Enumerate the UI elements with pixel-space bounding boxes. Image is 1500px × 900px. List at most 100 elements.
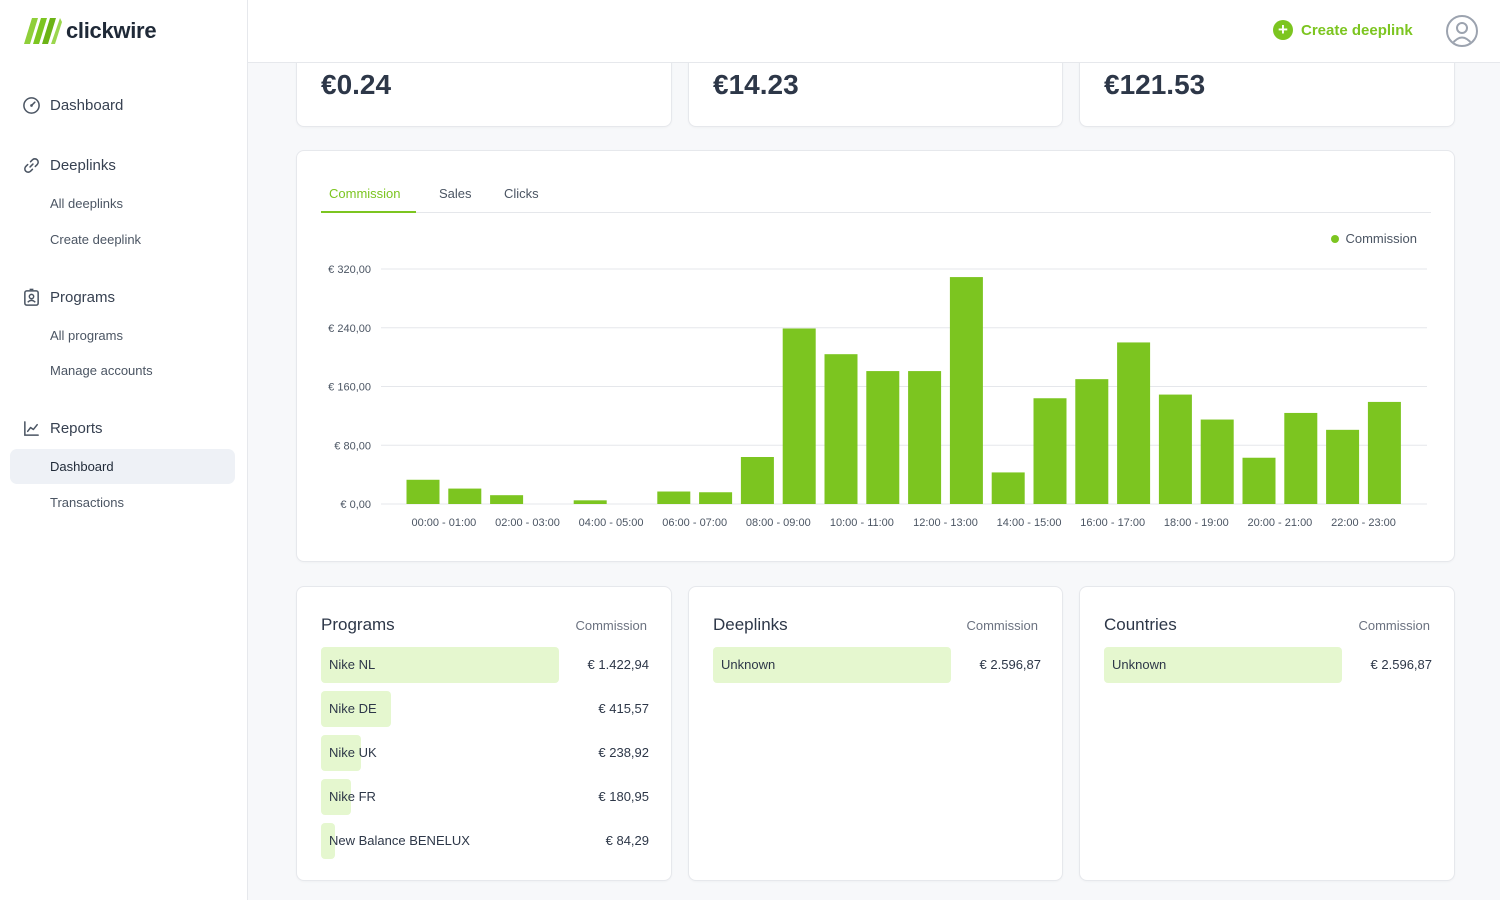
sidebar-item-dashboard[interactable]: Dashboard [22,96,123,115]
list-item[interactable]: Nike FR € 180,95 [321,779,649,815]
commission-bar-chart: € 0,00 € 80,00 € 160,00 € 240,00 € 320,00 00:… [328,264,1427,529]
bar-10:00 - 11:00[interactable] [824,354,858,504]
list-item-value: € 238,92 [598,745,649,760]
bar-08:00 - 09:00[interactable] [740,457,774,504]
bar-06:00 - 07:00[interactable] [657,491,691,504]
bar-20:00 - 21:00[interactable] [1242,457,1276,504]
list-item-name: New Balance BENELUX [329,833,470,848]
bar-11:00 - 12:00[interactable] [866,371,900,504]
sidebar-item-deeplinks[interactable]: Deeplinks [22,156,116,175]
bar-19:00 - 20:00[interactable] [1200,419,1234,504]
sidebar-item-all-programs[interactable]: All programs [50,328,123,343]
sidebar-active-highlight [10,449,235,484]
sidebar-item-reports-dashboard[interactable]: Dashboard [50,459,114,474]
bar-12:00 - 13:00[interactable] [908,371,942,504]
list-title: Programs [321,615,395,634]
chart-tabs: Commission Sales Clicks [321,181,1431,213]
stat-value: €14.23 [713,69,799,100]
x-tick-label: 16:00 - 17:00 [1080,517,1145,529]
x-tick-label: 18:00 - 19:00 [1164,517,1229,529]
list-item[interactable]: Nike NL € 1.422,94 [321,647,649,683]
x-tick-label: 12:00 - 13:00 [913,517,978,529]
gauge-icon [23,97,40,114]
list-column-header: Commission [1358,618,1430,633]
user-avatar-icon [1451,22,1473,45]
x-tick-label: 02:00 - 03:00 [495,517,560,529]
tab-clicks[interactable]: Clicks [504,186,539,201]
sidebar-item-transactions[interactable]: Transactions [50,495,124,510]
sidebar-item-label: Deeplinks [50,157,116,174]
bar-01:00 - 02:00[interactable] [448,488,482,504]
list-item-name: Nike FR [329,789,376,804]
stat-value: €0.24 [321,69,392,100]
bar-21:00 - 22:00[interactable] [1284,412,1318,504]
y-tick-label: € 240,00 [328,323,371,335]
bar-13:00 - 14:00[interactable] [949,277,983,504]
x-tick-label: 04:00 - 05:00 [579,517,644,529]
bar-23:00 - 24:00[interactable] [1367,401,1401,504]
bar-00:00 - 01:00[interactable] [406,479,440,504]
bar-17:00 - 18:00[interactable] [1117,342,1151,504]
x-tick-label: 10:00 - 11:00 [830,517,894,529]
y-tick-label: € 0,00 [340,499,371,511]
x-tick-label: 08:00 - 09:00 [746,517,811,529]
create-deeplink-button[interactable]: + Create deeplink [1273,20,1415,40]
bar-18:00 - 19:00[interactable] [1158,394,1192,504]
list-item-name: Unknown [721,657,776,672]
list-item[interactable]: Nike DE € 415,57 [321,691,649,727]
list-item-name: Nike DE [329,701,377,716]
list-item-value: € 415,57 [598,701,649,716]
bar-07:00 - 08:00[interactable] [699,492,733,504]
y-tick-label: € 80,00 [334,440,371,452]
list-title: Countries [1104,615,1177,634]
sidebar-item-label: Reports [50,420,103,437]
deeplinks-card: Deeplinks Commission Unknown € 2.596,87 [688,586,1063,881]
bar-15:00 - 16:00[interactable] [1033,398,1067,504]
programs-card: Programs Commission Nike NL € 1.422,94 Nik… [296,586,672,881]
list-item[interactable]: New Balance BENELUX € 84,29 [321,823,649,859]
legend-dot [1331,234,1340,243]
y-tick-label: € 160,00 [328,382,371,394]
sidebar-item-create-deeplink[interactable]: Create deeplink [50,232,142,247]
app-name: clickwire [66,18,157,43]
tab-commission[interactable]: Commission [321,186,416,213]
y-tick-label: € 320,00 [328,264,371,276]
avatar[interactable] [1446,15,1478,47]
list-item[interactable]: Unknown € 2.596,87 [1104,647,1432,683]
badge-icon [24,288,39,306]
chart-card: Commission Sales Clicks Commission € 0,0… [296,150,1455,562]
sidebar-item-label: Dashboard [50,97,124,114]
commission-share-bar [321,647,559,683]
stat-value: €121.53 [1104,69,1206,100]
bar-22:00 - 23:00[interactable] [1326,429,1360,504]
commission-share-bar [321,691,391,727]
sidebar-item-programs[interactable]: Programs [22,288,115,307]
logo[interactable]: clickwire [22,15,157,47]
list-item-name: Nike NL [329,657,376,672]
plus-circle-icon: + [1273,20,1293,40]
bar-16:00 - 17:00[interactable] [1075,379,1109,504]
list-item[interactable]: Unknown € 2.596,87 [713,647,1041,683]
list-item-name: Nike UK [329,745,377,760]
sidebar-item-manage-accounts[interactable]: Manage accounts [50,363,153,378]
x-tick-label: 00:00 - 01:00 [411,517,476,529]
bar-02:00 - 03:00[interactable] [490,495,524,504]
create-deeplink-label: Create deeplink [1301,21,1413,39]
commission-share-bar [713,647,951,683]
sidebar-item-all-deeplinks[interactable]: All deeplinks [50,196,123,211]
chart-legend: Commission [1331,231,1417,246]
tab-sales[interactable]: Sales [439,186,472,201]
list-item[interactable]: Nike UK € 238,92 [321,735,649,771]
sidebar-item-reports[interactable]: Reports [22,419,103,438]
list-item-value: € 84,29 [605,833,649,848]
link-icon [24,158,39,173]
list-column-header: Commission [966,618,1038,633]
bar-14:00 - 15:00[interactable] [991,472,1025,504]
list-item-value: € 2.596,87 [1370,657,1432,672]
bar-04:00 - 05:00[interactable] [573,500,607,504]
commission-share-bar [1104,647,1342,683]
bar-09:00 - 10:00[interactable] [782,328,816,504]
commission-share-bar [321,735,361,771]
legend-label: Commission [1345,231,1417,246]
line-chart-icon [24,421,39,436]
